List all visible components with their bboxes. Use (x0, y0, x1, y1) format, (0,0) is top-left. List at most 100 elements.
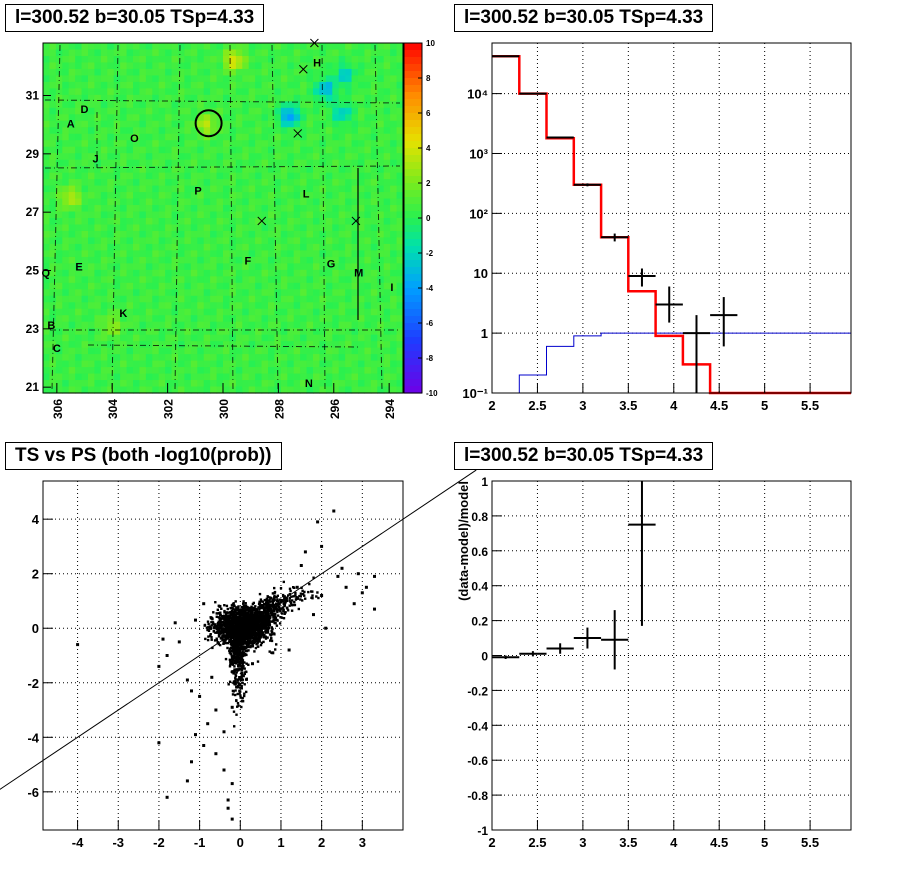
heatmap-cell (280, 81, 288, 89)
heatmap-cell (49, 321, 57, 329)
heatmap-cell (184, 62, 192, 70)
heatmap-cell (55, 205, 63, 213)
heatmap-cell (197, 205, 205, 213)
heatmap-cell (43, 256, 51, 264)
scatter-point (283, 595, 286, 598)
heatmap-cell (319, 101, 327, 109)
heatmap-cell (255, 218, 263, 226)
heatmap-cell (100, 237, 108, 245)
heatmap-cell (133, 49, 141, 57)
scatter-point (233, 653, 236, 656)
heatmap-cell (306, 166, 314, 174)
heatmap-cell (68, 146, 76, 154)
heatmap-cell (120, 373, 128, 381)
heatmap-cell (62, 107, 70, 115)
heatmap-cell (287, 334, 295, 342)
colorbar-segment (404, 253, 422, 261)
heatmap-cell (242, 81, 250, 89)
heatmap-cell (152, 198, 160, 206)
scatter-point (226, 607, 229, 611)
heatmap-cell (55, 211, 63, 219)
heatmap-cell (210, 243, 218, 252)
heatmap-cell (49, 211, 57, 219)
heatmap-cell (248, 153, 256, 161)
heatmap-cell (113, 360, 121, 368)
heatmap-cell (370, 107, 378, 115)
heatmap-cell (94, 88, 102, 96)
heatmap-cell (49, 237, 57, 245)
heatmap-cell (306, 49, 314, 57)
heatmap-cell (377, 205, 385, 213)
heatmap-cell (88, 250, 96, 258)
scatter-point (219, 637, 223, 640)
heatmap-cell (216, 153, 224, 161)
heatmap-cell (351, 341, 359, 349)
heatmap-cell (261, 43, 269, 51)
heatmap-cell (68, 133, 76, 141)
heatmap-cell (55, 49, 63, 57)
heatmap-cell (165, 146, 173, 154)
heatmap-cell (396, 341, 404, 349)
heatmap-cell (68, 386, 76, 394)
heatmap-cell (383, 263, 391, 271)
scatter-point (282, 580, 285, 584)
heatmap-cell (261, 166, 269, 174)
heatmap-cell (197, 250, 205, 258)
heatmap-cell (75, 120, 83, 128)
heatmap-cell (158, 354, 166, 362)
heatmap-cell (171, 75, 179, 83)
heatmap-cell (100, 218, 108, 226)
heatmap-cell (81, 120, 89, 128)
heatmap-cell (190, 133, 198, 141)
heatmap-cell (43, 276, 51, 284)
heatmap-cell (345, 185, 353, 193)
heatmap-cell (184, 334, 192, 342)
heatmap-cell (133, 88, 141, 96)
heatmap-cell (274, 185, 282, 193)
heatmap-cell (113, 269, 121, 277)
heatmap-cell (165, 205, 173, 213)
heatmap-cell (100, 114, 108, 122)
heatmap-cell (377, 295, 385, 303)
heatmap-cell (203, 250, 211, 258)
heatmap-cell (255, 198, 263, 206)
colorbar-tick-label: 6 (426, 109, 431, 118)
heatmap-cell (223, 179, 231, 187)
heatmap-cell (145, 321, 153, 329)
heatmap-cell (325, 68, 333, 77)
heatmap-cell (171, 172, 179, 180)
heatmap-cell (235, 367, 243, 375)
heatmap-cell (62, 114, 70, 122)
heatmap-cell (229, 230, 237, 239)
scatter-point (251, 629, 255, 632)
scatter-point (288, 597, 291, 600)
scatter-point (269, 597, 273, 600)
x-tick-label: 5 (761, 398, 768, 413)
heatmap-cell (43, 237, 51, 245)
heatmap-cell (88, 198, 96, 206)
heatmap-cell (171, 282, 179, 290)
heatmap-cell (377, 218, 385, 226)
heatmap-cell (319, 360, 327, 368)
source-label: C (53, 343, 61, 355)
heatmap-cell (261, 192, 269, 200)
heatmap-cell (203, 94, 211, 102)
heatmap-cell (210, 341, 218, 349)
scatter-point (228, 640, 231, 643)
heatmap-cell (139, 185, 147, 193)
heatmap-cell (255, 211, 263, 219)
heatmap-cell (178, 101, 186, 109)
heatmap-cell (377, 68, 385, 77)
scatter-point (213, 624, 216, 627)
heatmap-cell (152, 205, 160, 213)
heatmap-cell (300, 159, 308, 167)
scatter-point (210, 621, 213, 624)
x-tick-label: 2.5 (528, 398, 546, 413)
heatmap-cell (139, 315, 147, 323)
heatmap-cell (107, 75, 115, 83)
heatmap-cell (43, 49, 51, 57)
heatmap-cell (370, 101, 378, 109)
scatter-point (260, 631, 263, 634)
heatmap-cell (370, 237, 378, 245)
heatmap-cell (81, 347, 89, 355)
